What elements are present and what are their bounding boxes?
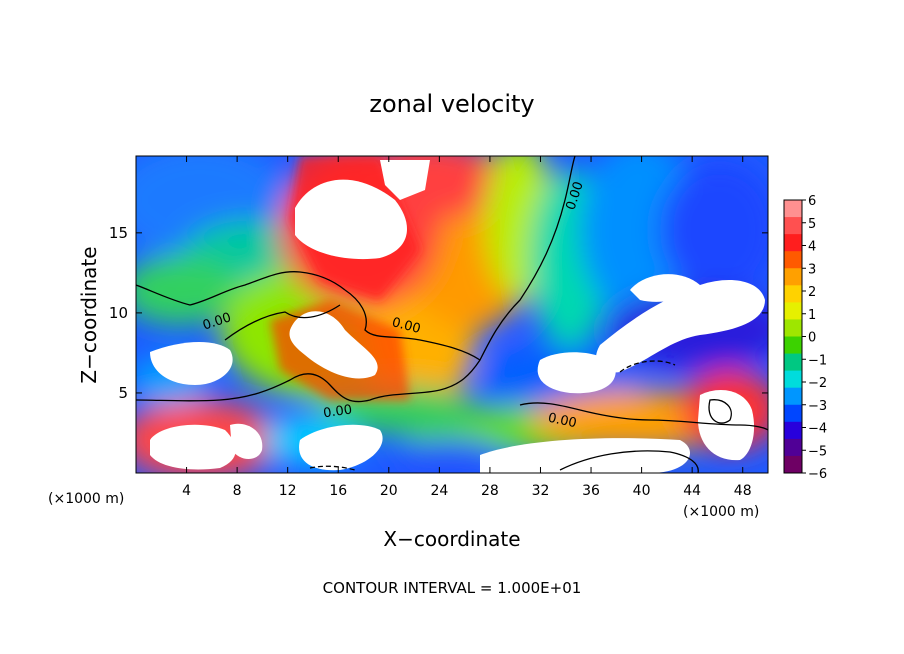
- colorbar-tick-label: 2: [808, 285, 816, 300]
- contour-label: 0.00: [322, 402, 353, 421]
- y-axis: 5 10 15: [109, 224, 768, 402]
- colorbar-tick-label: −5: [808, 444, 827, 459]
- x-tick-label: 4: [182, 483, 191, 499]
- x-tick-label: 12: [279, 483, 297, 499]
- x-tick-label: 44: [683, 483, 701, 499]
- colorbar-tick-label: −1: [808, 353, 827, 368]
- x-axis: 4 8 12 16 20 24 28 32 36 40 44 48: [182, 156, 752, 499]
- y-axis-label: Z−coordinate: [77, 246, 101, 383]
- x-tick-label: 32: [532, 483, 550, 499]
- colorbar-swatch: [784, 234, 802, 252]
- colorbar-tick-label: −3: [808, 399, 827, 414]
- x-tick-label: 8: [233, 483, 242, 499]
- colorbar-swatch: [784, 217, 802, 235]
- x-tick-label: 36: [582, 483, 600, 499]
- colorbar-swatch: [784, 336, 802, 355]
- x-tick-label: 40: [633, 483, 651, 499]
- plot-frame: [135, 155, 769, 474]
- colorbar-swatch: [784, 285, 802, 303]
- colorbar-tick-label: 3: [808, 262, 816, 277]
- colorbar: 6 5 4 3 2 1 0 −1 −2 −3 −4 −5 −6: [783, 194, 827, 482]
- colorbar-swatch: [784, 421, 802, 440]
- heatmap-field: 0.00 0.00 0.00 0.00 0.00: [136, 156, 768, 473]
- colorbar-tick-label: 4: [808, 240, 816, 255]
- colorbar-tick-label: 5: [808, 217, 816, 232]
- saturated-regions: [150, 160, 765, 473]
- colorbar-tick-label: −4: [808, 422, 827, 437]
- x-tick-label: 20: [380, 483, 398, 499]
- colorbar-tick-label: 1: [808, 308, 816, 323]
- colorbar-swatch: [784, 200, 802, 218]
- colorbar-swatch: [784, 251, 802, 269]
- x-unit-label-left: (×1000 m): [48, 491, 124, 507]
- colorbar-swatch: [784, 319, 802, 337]
- colorbar-swatch: [784, 455, 802, 474]
- colorbar-swatch: [784, 387, 802, 406]
- y-tick-label: 15: [109, 224, 128, 242]
- contour-interval-note: CONTOUR INTERVAL = 1.000E+01: [323, 579, 582, 597]
- colorbar-tick-label: −2: [808, 376, 827, 391]
- x-tick-label: 28: [481, 483, 499, 499]
- contour-label: 0.00: [390, 315, 422, 337]
- chart-title: zonal velocity: [369, 90, 534, 118]
- colorbar-tick-label: −6: [808, 467, 827, 482]
- colorbar-tick-label: 6: [808, 194, 816, 209]
- x-tick-label: 16: [329, 483, 347, 499]
- colorbar-swatch: [784, 370, 802, 389]
- colorbar-swatch: [784, 268, 802, 286]
- colorbar-swatch: [784, 404, 802, 423]
- colorbar-swatch: [784, 302, 802, 320]
- colorbar-tick-label: 0: [808, 331, 816, 346]
- x-tick-label: 24: [430, 483, 448, 499]
- x-unit-label-right: (×1000 m): [683, 504, 759, 520]
- x-tick-label: 48: [734, 483, 752, 499]
- colorbar-swatch: [784, 353, 802, 372]
- x-axis-label: X−coordinate: [383, 527, 520, 551]
- contour-label: 0.00: [547, 411, 578, 432]
- y-tick-label: 5: [118, 384, 128, 402]
- colorbar-swatch: [784, 438, 802, 457]
- y-tick-label: 10: [109, 304, 128, 322]
- contour-lines: [136, 156, 768, 473]
